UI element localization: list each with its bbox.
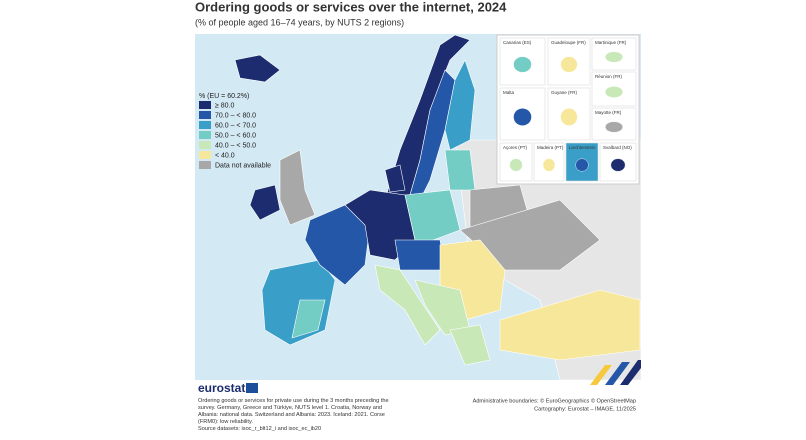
inset-region [605, 121, 624, 133]
legend-label: ≥ 80.0 [215, 102, 235, 109]
inset-region [513, 108, 532, 126]
inset-region [560, 108, 578, 126]
inset-label: Svalbard (NO) [603, 145, 632, 150]
inset-label: Mayotte (FR) [595, 110, 622, 115]
inset-region [513, 56, 532, 73]
logo-stripes [590, 360, 641, 385]
inset-label: Réunion (FR) [595, 74, 623, 79]
subtitle: (% of people aged 16–74 years, by NUTS 2… [195, 17, 404, 27]
notes: Ordering goods or services for private u… [198, 398, 398, 433]
inset-frame [591, 37, 637, 71]
logo: eurostat [198, 381, 245, 395]
cartography: Cartography: Eurostat – IMAGE, 11/2025 [534, 406, 636, 412]
inset-region [542, 158, 556, 172]
legend-swatch [199, 161, 211, 169]
legend-swatch [199, 111, 211, 119]
legend-label: 40.0 – < 50.0 [215, 142, 256, 149]
inset-region [575, 158, 589, 172]
legend-swatch [199, 141, 211, 149]
legend-label: 70.0 – < 80.0 [215, 112, 256, 119]
title: Ordering goods or services over the inte… [195, 0, 507, 14]
source-text: Source datasets: isoc_r_blt12_i and isoc… [198, 426, 322, 432]
legend-swatch [199, 151, 211, 159]
inset-label: Canarias (ES) [503, 40, 532, 45]
boundaries: Administrative boundaries: © EuroGeograp… [473, 397, 636, 404]
inset-label: Martinique (FR) [595, 40, 627, 45]
inset-label: Madeira (PT) [537, 145, 564, 150]
legend-swatch [199, 121, 211, 129]
inset-region [605, 51, 624, 63]
legend-label: 60.0 – < 70.0 [215, 122, 256, 129]
inset-region [605, 86, 624, 98]
inset-label: Liechtenstein [569, 145, 596, 150]
eu-flag [246, 383, 258, 393]
inset-region [610, 158, 626, 172]
legend-swatch [199, 101, 211, 109]
inset-region [509, 158, 523, 172]
inset-label: Açores (PT) [503, 145, 528, 150]
legend-label: < 40.0 [215, 152, 235, 159]
legend-swatch [199, 131, 211, 139]
inset-label: Guadeloupe (FR) [551, 40, 586, 45]
land [234, 34, 642, 381]
inset-label: Guyane (FR) [551, 90, 578, 95]
legend-label: 50.0 – < 60.0 [215, 132, 256, 139]
inset-region [560, 56, 578, 73]
inset-label: Malta [503, 90, 515, 95]
note-text: Ordering goods or services for private u… [198, 398, 389, 425]
legend-label: Data not available [215, 162, 271, 169]
legend-title: % (EU = 60.2%) [199, 93, 249, 100]
